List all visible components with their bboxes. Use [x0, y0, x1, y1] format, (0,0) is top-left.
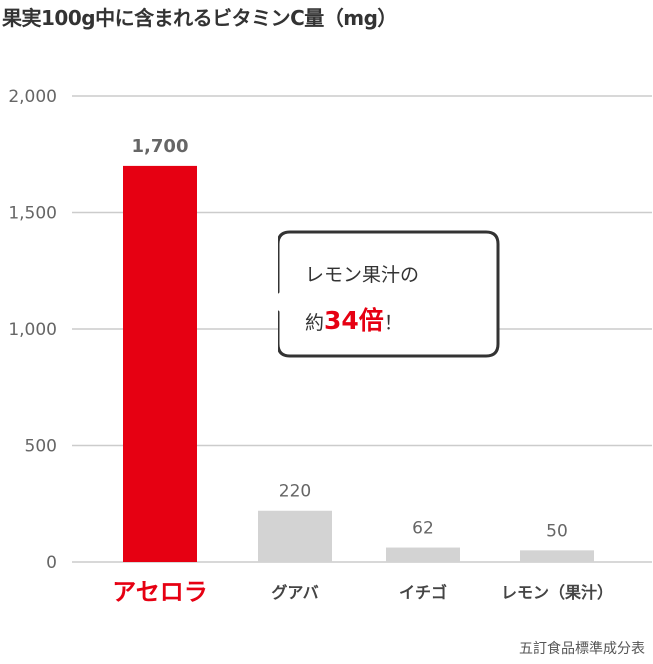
value-label: 220 [279, 482, 311, 502]
bar [386, 547, 460, 562]
callout-text: レモン果汁の 約34倍！ [305, 252, 419, 346]
source-note: 五訂食品標準成分表 [519, 641, 645, 657]
value-label: 50 [546, 521, 568, 541]
y-tick-label: 0 [46, 553, 57, 573]
value-label: 62 [412, 519, 434, 539]
bar [123, 165, 197, 562]
bar [520, 550, 594, 562]
x-tick-label: グアバ [271, 583, 318, 602]
y-tick-label: 500 [25, 437, 57, 457]
callout-emphasis: 34倍 [324, 306, 384, 335]
x-tick-label: アセロラ [112, 578, 208, 606]
value-label: 1,700 [132, 136, 189, 157]
y-tick-label: 2,000 [8, 87, 57, 107]
y-tick-label: 1,000 [8, 320, 57, 340]
chart-title: 果実100g中に含まれるビタミンC量（mg） [2, 6, 397, 30]
x-tick-label: イチゴ [399, 583, 447, 602]
x-tick-label: レモン（果汁） [501, 583, 613, 602]
callout-suffix: ！ [383, 312, 403, 334]
y-tick-label: 1,500 [8, 204, 57, 224]
callout-prefix: 約 [305, 312, 325, 334]
callout-bubble [278, 230, 500, 358]
bar [258, 510, 332, 562]
callout-line1: レモン果汁の [305, 264, 420, 286]
callout-line2: 約34倍！ [305, 298, 419, 346]
